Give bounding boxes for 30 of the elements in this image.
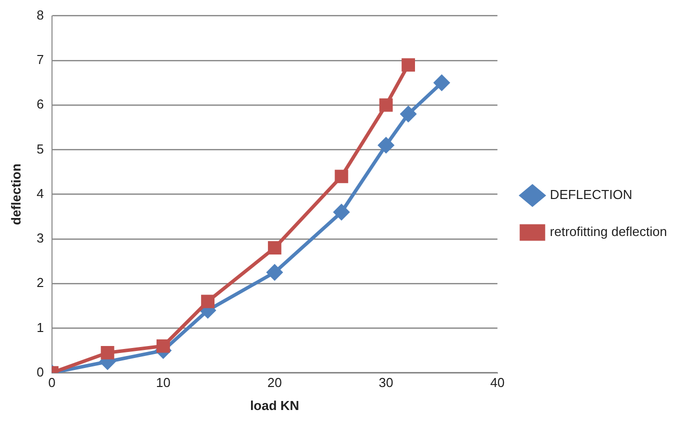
y-tick-label: 1: [36, 320, 44, 335]
point: [402, 58, 416, 72]
x-axis-title: load KN: [250, 398, 300, 413]
point: [378, 137, 394, 153]
x-tick-label: 10: [156, 375, 170, 390]
point: [201, 294, 214, 308]
legend-label: DEFLECTION: [550, 187, 632, 202]
y-tick-label: 4: [36, 186, 44, 201]
y-axis-title: deflection: [8, 164, 24, 226]
point: [100, 346, 114, 360]
point: [268, 241, 282, 255]
point: [434, 74, 450, 90]
legend-label: retrofitting deflection: [550, 224, 668, 240]
x-tick-label: 0: [48, 375, 56, 390]
y-tick-label: 8: [36, 7, 44, 22]
point: [334, 204, 350, 220]
x-tick-label: 30: [378, 375, 394, 390]
x-tick-label: 20: [267, 375, 282, 390]
point: [334, 170, 348, 184]
point: [400, 106, 416, 122]
y-tick-label: 7: [36, 52, 44, 68]
x-tick-label: 40: [490, 375, 505, 390]
y-tick-label: 3: [36, 230, 44, 246]
point: [156, 339, 170, 353]
y-tick-label: 5: [36, 141, 44, 156]
point: [379, 98, 393, 112]
point: [266, 264, 282, 280]
y-tick-label: 6: [36, 96, 44, 112]
y-tick-label: 2: [36, 275, 44, 290]
y-tick-label: 0: [36, 364, 44, 380]
